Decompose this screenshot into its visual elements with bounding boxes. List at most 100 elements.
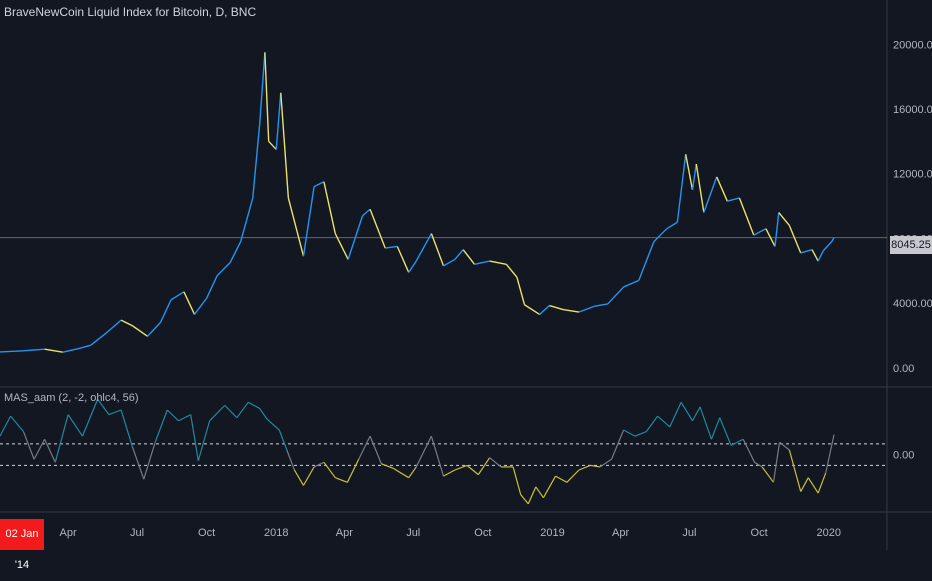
price-segment: [666, 221, 678, 230]
osc-segment: [54, 414, 69, 463]
osc-segment: [67, 414, 83, 437]
osc-segment: [761, 466, 774, 483]
osc-segment: [590, 464, 601, 468]
osc-segment: [278, 429, 288, 451]
price-series: [0, 52, 835, 353]
indicator-title: MAS_aam (2, -2, ohlc4, 56): [4, 392, 139, 404]
price-segment: [216, 262, 231, 277]
price-segment: [120, 319, 133, 327]
osc-segment: [578, 464, 591, 471]
osc-segment: [22, 431, 35, 460]
x-tick-label: 2019: [540, 527, 564, 539]
price-segment: [252, 125, 261, 199]
osc-segment: [408, 466, 417, 479]
osc-segment: [131, 446, 145, 480]
grid: [0, 0, 932, 550]
osc-segment: [209, 404, 226, 422]
price-segment: [229, 241, 242, 263]
osc-segment: [599, 458, 612, 468]
osc-segment: [477, 457, 491, 475]
osc-segment: [807, 477, 819, 494]
osc-segment: [415, 435, 432, 468]
x-tick-label: Oct: [198, 527, 215, 539]
price-segment: [280, 92, 290, 199]
price-segment: [765, 228, 776, 247]
y-tick-label: 0.00: [893, 363, 914, 375]
osc-segment: [817, 472, 827, 494]
price-segment: [268, 140, 277, 150]
price-segment: [170, 291, 185, 301]
price-segment: [183, 291, 196, 315]
osc-segment: [369, 435, 382, 465]
osc-segment: [381, 463, 394, 470]
price-segment: [443, 258, 456, 267]
price-segment: [258, 52, 266, 126]
price-segment: [524, 304, 540, 316]
price-segment: [132, 325, 148, 337]
price-segment: [774, 212, 780, 247]
osc-segment: [108, 409, 122, 416]
price-segment: [516, 277, 526, 305]
axes: Apr Jul Oct 2018 Apr Jul Oct 2019 Apr Jul Oct 2020 2…: [60, 39, 932, 539]
osc-segment: [535, 486, 544, 499]
osc-segment: [346, 458, 360, 483]
osc-segment: [779, 441, 790, 451]
osc-segment: [358, 435, 371, 460]
price-segment: [408, 260, 417, 273]
osc-segment: [466, 464, 479, 476]
price-segment: [549, 304, 564, 311]
osc-segment: [33, 438, 46, 460]
x-tick-label: Apr: [60, 527, 77, 539]
osc-segment: [610, 429, 625, 460]
osc-segment: [645, 415, 659, 432]
price-segment: [716, 176, 728, 202]
x-tick-label: Jul: [130, 527, 144, 539]
osc-segment: [542, 475, 557, 498]
price-segment: [334, 233, 349, 260]
osc-segment: [247, 401, 260, 409]
price-segment: [703, 176, 718, 213]
osc-segment: [166, 409, 180, 422]
price-segment: [607, 286, 625, 305]
osc-segment: [512, 466, 522, 495]
price-segment: [738, 197, 755, 236]
price-segment: [462, 249, 476, 265]
osc-segment: [788, 449, 802, 492]
price-segment: [104, 319, 122, 335]
price-segment: [385, 245, 398, 249]
price-segment: [62, 347, 79, 353]
osc-segment: [454, 464, 468, 471]
price-segment: [562, 308, 580, 313]
price-segment: [817, 250, 825, 262]
price-segment: [78, 344, 92, 350]
osc-segment: [800, 477, 809, 492]
x-tick-label: Oct: [751, 527, 768, 539]
price-segment: [159, 299, 172, 323]
crosshair-date-tag: 02 Jan '14: [0, 519, 44, 571]
osc-segment: [680, 401, 694, 422]
chart-canvas: Apr Jul Oct 2018 Apr Jul Oct 2019 Apr Jul Oct 2020 2…: [0, 0, 932, 550]
osc-segment: [143, 442, 156, 480]
price-segment: [369, 209, 386, 249]
price-segment: [147, 322, 161, 337]
price-segment: [691, 163, 697, 190]
price-segment: [275, 92, 282, 150]
osc-segment: [224, 404, 238, 419]
x-tick-label: Apr: [612, 527, 629, 539]
price-segment: [287, 197, 305, 257]
price-segment: [0, 350, 24, 353]
osc-segment: [691, 406, 701, 422]
price-segment: [753, 228, 767, 236]
x-tick-label: Jul: [682, 527, 696, 539]
price-segment: [822, 241, 833, 252]
price-segment: [800, 249, 813, 254]
price-segment: [539, 305, 550, 315]
price-segment: [474, 260, 490, 265]
osc-segment: [190, 414, 199, 461]
y-tick-label: 4000.00: [893, 298, 932, 310]
price-segment: [44, 348, 63, 353]
osc-segment: [81, 399, 99, 437]
osc-segment: [754, 461, 763, 468]
osc-segment: [710, 417, 721, 440]
osc-segment: [293, 469, 305, 486]
